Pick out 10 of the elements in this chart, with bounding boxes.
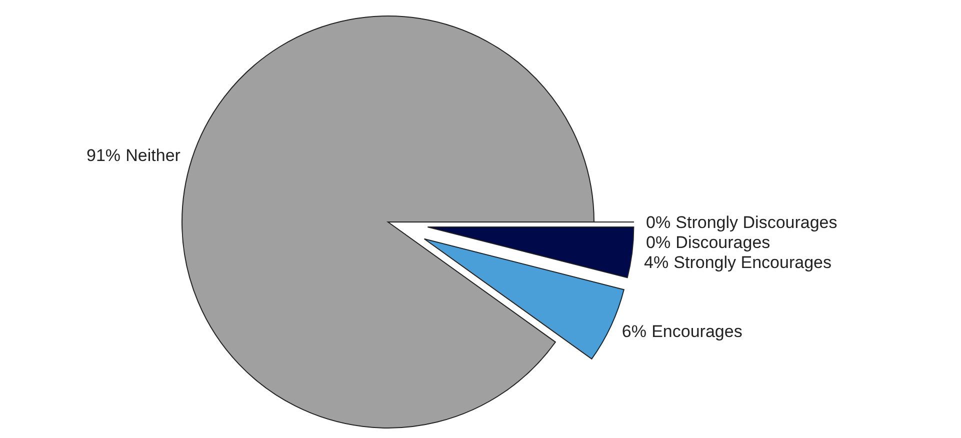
text: 0% — [646, 232, 671, 252]
slice-label: Encourages — [652, 322, 742, 341]
slice-label: Neither — [126, 146, 181, 166]
data-label: 4% — [644, 252, 669, 272]
category-label: Strongly Discourages — [676, 212, 838, 232]
data-label: 91% — [86, 146, 121, 166]
slice-label: Strongly Encourages — [674, 252, 832, 272]
text: 0% — [646, 212, 671, 232]
category-label: Discourages — [676, 232, 770, 252]
data-label: 6% — [622, 322, 646, 341]
